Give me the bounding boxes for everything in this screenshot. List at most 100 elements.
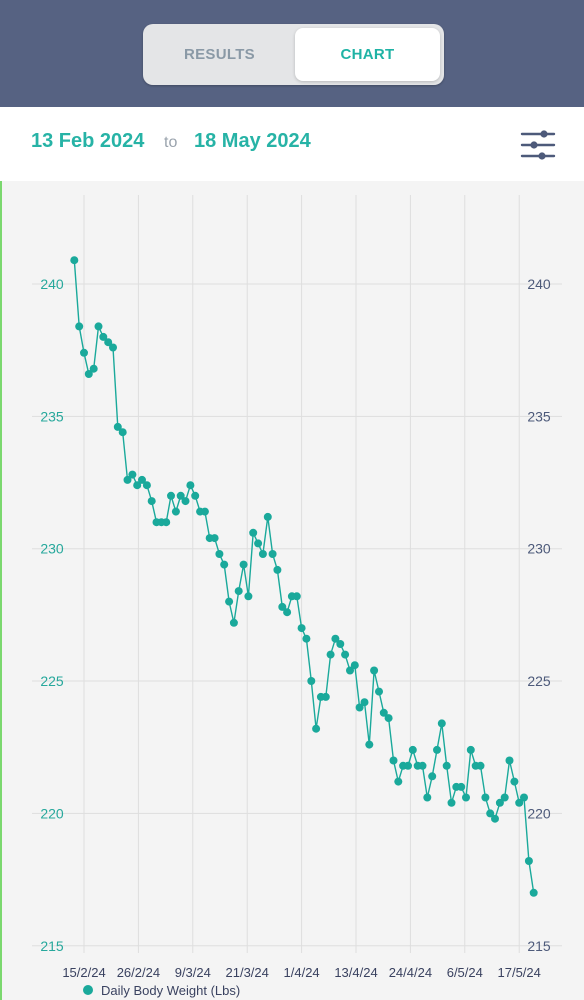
data-point — [428, 772, 437, 781]
data-point — [147, 497, 156, 506]
y-tick-label-left: 215 — [40, 938, 64, 954]
data-point — [123, 475, 132, 484]
data-point — [273, 565, 282, 574]
y-tick-label-left: 230 — [40, 541, 64, 557]
data-point — [167, 491, 175, 500]
data-point — [379, 708, 388, 717]
x-tick-label: 9/3/24 — [175, 965, 211, 980]
end-date[interactable]: 18 May 2024 — [194, 130, 311, 152]
data-point — [292, 592, 301, 601]
x-tick-label: 13/4/24 — [334, 965, 377, 980]
data-point — [186, 481, 195, 490]
data-point — [510, 777, 519, 786]
y-tick-label-left: 240 — [40, 276, 64, 292]
data-point — [268, 550, 277, 558]
data-point — [176, 491, 185, 500]
data-point — [234, 587, 243, 596]
x-tick-label: 15/2/24 — [62, 965, 105, 980]
data-point — [84, 370, 93, 378]
data-point — [249, 528, 258, 537]
data-point — [447, 798, 456, 807]
x-tick-label: 6/5/24 — [447, 965, 483, 980]
start-date[interactable]: 13 Feb 2024 — [31, 130, 145, 152]
data-point — [486, 809, 495, 818]
data-point — [529, 888, 538, 897]
tab-results[interactable]: RESULTS — [184, 46, 255, 63]
data-point — [336, 640, 345, 648]
data-point — [181, 497, 190, 506]
data-point — [239, 560, 248, 569]
data-point — [133, 481, 142, 490]
data-point — [321, 692, 330, 701]
data-point — [331, 634, 340, 643]
data-point — [302, 634, 311, 643]
y-axis-left: 215 220 225 230 235 240 — [40, 276, 64, 954]
data-point — [457, 782, 466, 791]
data-point — [505, 756, 514, 765]
date-range-bar: 13 Feb 2024 to 18 May 2024 — [0, 107, 584, 181]
data-point — [466, 745, 475, 754]
x-tick-label: 26/2/24 — [117, 965, 160, 980]
x-tick-label: 1/4/24 — [284, 965, 320, 980]
data-point — [404, 761, 412, 770]
data-point — [220, 560, 229, 569]
data-point — [113, 422, 122, 431]
y-tick-label-right: 235 — [527, 408, 551, 424]
data-point — [162, 518, 171, 527]
y-tick-label-right: 215 — [527, 938, 551, 954]
data-point — [278, 602, 287, 611]
y-tick-label-left: 235 — [40, 408, 64, 424]
data-point — [481, 793, 490, 802]
data-point — [297, 624, 306, 633]
y-tick-label-right: 225 — [527, 673, 551, 689]
data-point — [75, 322, 84, 331]
data-point — [215, 550, 224, 558]
series-daily-weight — [70, 256, 538, 897]
date-separator: to — [164, 134, 178, 151]
data-point — [229, 618, 238, 627]
data-point — [495, 798, 504, 807]
data-point — [210, 534, 219, 543]
legend: Daily Body Weight (Lbs) — [83, 983, 240, 998]
data-point — [104, 338, 113, 347]
data-point — [370, 666, 379, 675]
data-point — [118, 428, 127, 437]
grid-lines — [32, 195, 562, 953]
data-point — [375, 687, 383, 696]
data-point — [365, 740, 374, 749]
data-point — [433, 745, 441, 754]
data-point — [491, 814, 499, 823]
data-point — [200, 507, 209, 516]
chart-panel: 215 220 225 230 235 240 215 220 225 230 235 240 15… — [0, 181, 584, 1000]
data-point — [384, 714, 393, 723]
data-point — [423, 793, 432, 802]
data-point — [389, 756, 398, 765]
x-tick-label: 24/4/24 — [389, 965, 432, 980]
data-point — [524, 857, 533, 865]
data-point — [128, 470, 137, 479]
data-point — [70, 256, 79, 265]
data-point — [171, 507, 180, 516]
data-point — [99, 332, 108, 341]
sliders-icon[interactable] — [520, 128, 556, 162]
data-point — [350, 661, 359, 670]
tab-chart[interactable]: CHART — [295, 28, 440, 81]
y-tick-label-right: 240 — [527, 276, 551, 292]
data-point — [418, 761, 427, 770]
y-tick-label-right: 220 — [527, 805, 551, 821]
data-point — [462, 793, 470, 802]
data-point — [138, 475, 146, 484]
x-tick-label: 17/5/24 — [498, 965, 541, 980]
data-point — [500, 793, 509, 802]
header-bar: RESULTS CHART — [0, 0, 584, 107]
y-tick-label-left: 220 — [40, 805, 64, 821]
data-point — [263, 512, 272, 521]
data-point — [355, 703, 364, 712]
data-point — [520, 793, 528, 802]
data-point — [437, 719, 446, 728]
data-point — [109, 343, 117, 352]
data-point — [283, 608, 292, 617]
data-point — [341, 650, 350, 659]
data-point — [225, 597, 234, 606]
data-point — [191, 491, 200, 500]
